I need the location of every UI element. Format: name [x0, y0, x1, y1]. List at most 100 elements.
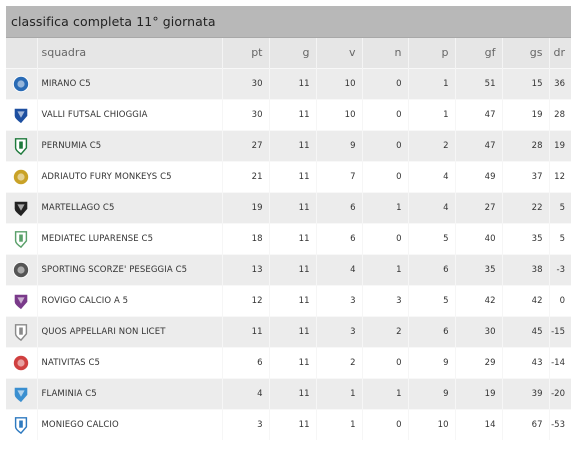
team-name[interactable]: ROVIGO CALCIO A 5 [37, 284, 223, 316]
table-row[interactable]: VALLI FUTSAL CHIOGGIA 30 11 10 0 1 47 19 28 [6, 98, 571, 130]
stat-gs: 19 [502, 98, 550, 130]
header-pt[interactable]: pt [222, 38, 270, 68]
table-row[interactable]: QUOS APPELLARI NON LICET 11 11 3 2 6 30 45 -15 [6, 315, 571, 347]
team-crest-cell [6, 377, 38, 409]
stat-dr: 36 [549, 67, 571, 99]
team-name[interactable]: MIRANO C5 [37, 67, 223, 99]
table-row[interactable]: MONIEGO CALCIO 3 11 1 0 10 14 67 -53 [6, 408, 571, 440]
stat-n: 0 [362, 346, 409, 378]
stat-gf: 29 [455, 346, 503, 378]
valli-crest-icon [14, 108, 28, 123]
table-row[interactable]: MARTELLAGO C5 19 11 6 1 4 27 22 5 [6, 191, 571, 223]
stat-p: 9 [408, 346, 456, 378]
stat-g: 11 [269, 191, 317, 223]
stat-p: 1 [408, 67, 456, 99]
stat-g: 11 [269, 315, 317, 347]
stat-gs: 22 [502, 191, 550, 223]
team-name[interactable]: QUOS APPELLARI NON LICET [37, 315, 223, 347]
stat-p: 10 [408, 408, 456, 440]
header-p[interactable]: p [408, 38, 456, 68]
standings-title: classifica completa 11° giornata [6, 6, 571, 38]
stat-gf: 27 [455, 191, 503, 223]
nativitas-crest-icon [13, 354, 30, 371]
header-dr[interactable]: dr [553, 46, 565, 60]
stat-g: 11 [269, 346, 317, 378]
stat-dr: 0 [549, 284, 571, 316]
stat-pt: 12 [222, 284, 270, 316]
stat-gs: 28 [502, 129, 550, 161]
moniego-crest-icon [15, 416, 28, 434]
header-gs[interactable]: gs [502, 38, 550, 68]
stat-pt: 18 [222, 222, 270, 254]
table-header-row: squadra pt g v n p gf gs dr [6, 38, 571, 68]
team-crest-cell [6, 160, 38, 192]
stat-n: 1 [362, 191, 409, 223]
stat-gs: 35 [502, 222, 550, 254]
stat-n: 0 [362, 222, 409, 254]
stat-dr: 5 [549, 222, 571, 254]
mirano-crest-icon [13, 75, 30, 92]
team-crest-cell [6, 408, 38, 440]
stat-p: 9 [408, 377, 456, 409]
team-crest-cell [6, 129, 38, 161]
stat-n: 0 [362, 160, 409, 192]
standings-table: squadra pt g v n p gf gs dr MIRANO C5 30 1… [6, 38, 571, 440]
stat-p: 6 [408, 315, 456, 347]
team-name[interactable]: MEDIATEC LUPARENSE C5 [37, 222, 223, 254]
stat-gf: 19 [455, 377, 503, 409]
stat-v: 3 [316, 315, 363, 347]
header-g[interactable]: g [269, 38, 317, 68]
header-gf[interactable]: gf [455, 38, 503, 68]
team-name[interactable]: MARTELLAGO C5 [37, 191, 223, 223]
stat-gf: 14 [455, 408, 503, 440]
stat-p: 1 [408, 98, 456, 130]
stat-p: 4 [408, 160, 456, 192]
team-name[interactable]: FLAMINIA C5 [37, 377, 223, 409]
stat-v: 3 [316, 284, 363, 316]
stat-v: 1 [316, 408, 363, 440]
table-row[interactable]: MIRANO C5 30 11 10 0 1 51 15 36 [6, 67, 571, 99]
table-row[interactable]: MEDIATEC LUPARENSE C5 18 11 6 0 5 40 35 5 [6, 222, 571, 254]
stat-v: 4 [316, 253, 363, 285]
team-crest-cell [6, 284, 38, 316]
stat-pt: 6 [222, 346, 270, 378]
stat-p: 5 [408, 222, 456, 254]
stat-gf: 47 [455, 129, 503, 161]
team-name[interactable]: PERNUMIA C5 [37, 129, 223, 161]
team-crest-cell [6, 67, 38, 99]
header-squadra[interactable]: squadra [37, 38, 223, 68]
stat-gs: 39 [502, 377, 550, 409]
stat-n: 1 [362, 377, 409, 409]
team-name[interactable]: SPORTING SCORZE' PESEGGIA C5 [37, 253, 223, 285]
stat-g: 11 [269, 222, 317, 254]
rovigo-crest-icon [14, 294, 28, 309]
stat-p: 4 [408, 191, 456, 223]
team-name[interactable]: MONIEGO CALCIO [37, 408, 223, 440]
team-name[interactable]: NATIVITAS C5 [37, 346, 223, 378]
standings-panel: classifica completa 11° giornata squadra… [6, 6, 571, 440]
sporting-crest-icon [13, 261, 30, 278]
stat-gs: 37 [502, 160, 550, 192]
stat-gf: 49 [455, 160, 503, 192]
team-name[interactable]: ADRIAUTO FURY MONKEYS C5 [37, 160, 223, 192]
table-row[interactable]: ADRIAUTO FURY MONKEYS C5 21 11 7 0 4 49 37 12 [6, 160, 571, 192]
stat-p: 2 [408, 129, 456, 161]
stat-g: 11 [269, 377, 317, 409]
stat-pt: 19 [222, 191, 270, 223]
table-row[interactable]: PERNUMIA C5 27 11 9 0 2 47 28 19 [6, 129, 571, 161]
table-row[interactable]: NATIVITAS C5 6 11 2 0 9 29 43 -14 [6, 346, 571, 378]
header-v[interactable]: v [316, 38, 363, 68]
stat-g: 11 [269, 284, 317, 316]
team-name[interactable]: VALLI FUTSAL CHIOGGIA [37, 98, 223, 130]
header-n[interactable]: n [362, 38, 409, 68]
table-row[interactable]: SPORTING SCORZE' PESEGGIA C5 13 11 4 1 6 35 38-… [6, 253, 571, 285]
stat-pt: 30 [222, 67, 270, 99]
table-row[interactable]: ROVIGO CALCIO A 5 12 11 3 3 5 42 42 0 [6, 284, 571, 316]
flaminia-crest-icon [14, 387, 28, 402]
stat-v: 1 [316, 377, 363, 409]
stat-gf: 51 [455, 67, 503, 99]
table-row[interactable]: FLAMINIA C5 4 11 1 1 9 19 39 -20 [6, 377, 571, 409]
stat-dr: 12 [549, 160, 571, 192]
stat-gs: 45 [502, 315, 550, 347]
stat-g: 11 [269, 253, 317, 285]
